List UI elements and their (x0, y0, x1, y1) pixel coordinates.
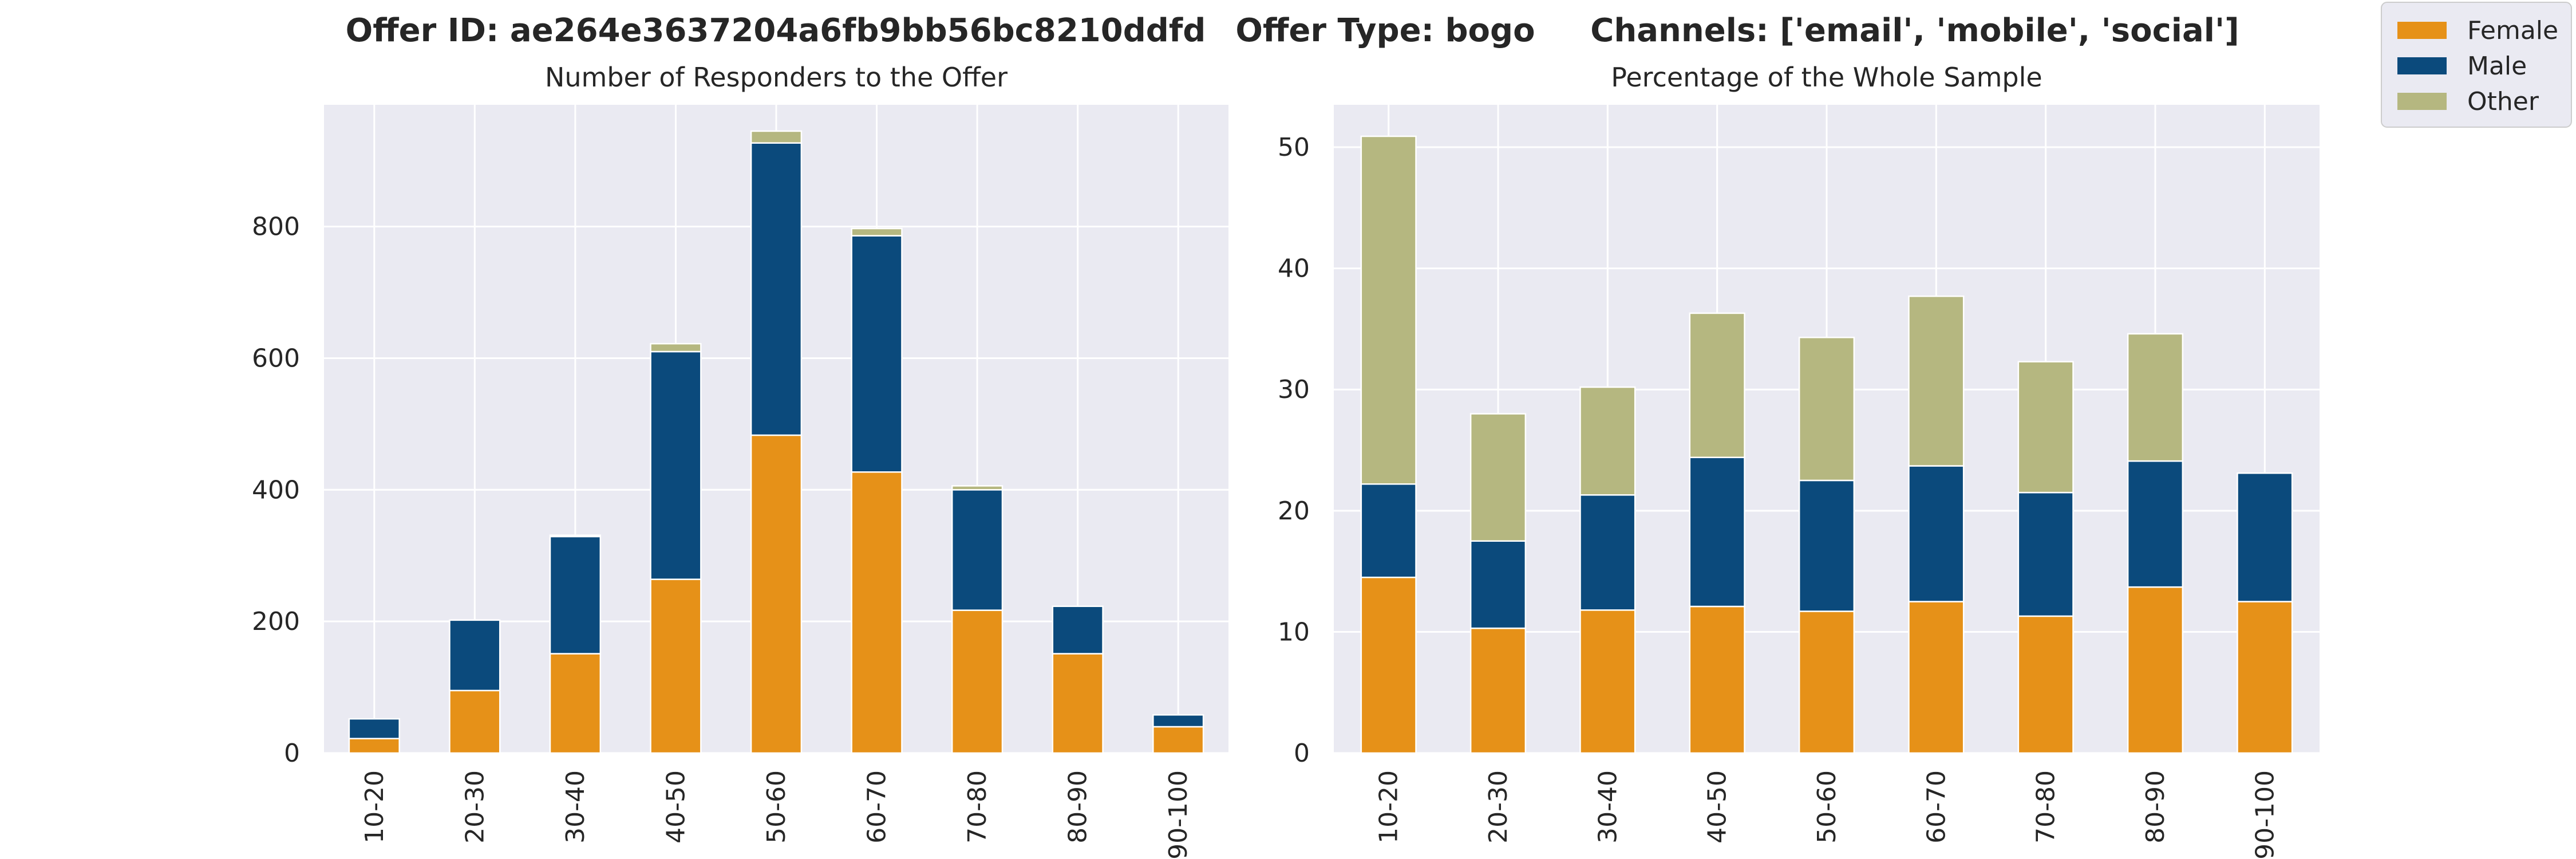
responders-bar-other-30-40 (549, 534, 602, 538)
responders-bar-male-80-90 (1052, 605, 1104, 655)
responders-xtick-label: 80-90 (1064, 770, 1093, 844)
legend-item-male: Male (2397, 52, 2527, 81)
responders-bar-female-40-50 (650, 578, 702, 754)
percentage-xtick-label: 20-30 (1484, 770, 1513, 844)
responders-xtick-label: 50-60 (762, 770, 791, 844)
percentage-xtick-label: 40-50 (1703, 770, 1732, 844)
percentage-bar-other-80-90 (2127, 333, 2184, 462)
offer-type-title: Offer Type: bogo (1235, 12, 1535, 49)
legend-item-female: Female (2397, 16, 2558, 45)
responders-xtick-label: 70-80 (963, 770, 992, 844)
responders-bar-female-20-30 (449, 689, 501, 754)
responders-bar-other-50-60 (750, 130, 803, 144)
percentage-bar-female-70-80 (2017, 615, 2074, 754)
legend-swatch-male (2397, 57, 2447, 74)
percentage-bar-female-60-70 (1908, 601, 1965, 754)
responders-bar-female-70-80 (951, 609, 1003, 754)
responders-bar-female-10-20 (348, 738, 400, 754)
responders-bar-female-50-60 (750, 434, 803, 754)
percentage-ytick-label: 0 (1294, 739, 1310, 768)
percentage-bar-female-20-30 (1469, 627, 1527, 754)
responders-bar-other-60-70 (851, 227, 903, 237)
responders-bar-male-50-60 (750, 142, 803, 436)
percentage-ytick-label: 40 (1278, 254, 1310, 283)
responders-xtick-label: 10-20 (360, 770, 389, 844)
percentage-bar-male-80-90 (2127, 460, 2184, 588)
percentage-bar-male-50-60 (1798, 479, 1855, 612)
responders-bar-other-40-50 (650, 342, 702, 353)
percentage-bar-female-90-100 (2237, 601, 2293, 754)
responders-bar-female-60-70 (851, 471, 903, 754)
responders-bar-male-70-80 (951, 489, 1003, 611)
responders-bar-male-10-20 (348, 718, 400, 739)
responders-bar-female-30-40 (549, 653, 602, 754)
responders-bar-other-70-80 (951, 485, 1003, 491)
responders-xtick-label: 20-30 (460, 770, 489, 844)
responders-bar-female-80-90 (1052, 653, 1104, 754)
percentage-bar-male-70-80 (2017, 491, 2074, 617)
percentage-xtick-label: 30-40 (1593, 770, 1622, 844)
percentage-bar-other-70-80 (2017, 361, 2074, 494)
percentage-bar-other-40-50 (1689, 312, 1745, 458)
responders-bar-male-60-70 (851, 235, 903, 473)
legend-label-other: Other (2467, 87, 2539, 116)
responders-chart-title: Number of Responders to the Offer (545, 62, 1008, 93)
legend: Female Male Other (2381, 2, 2572, 128)
responders-chart: Number of Responders to the Offer 0 200 400… (252, 62, 1228, 859)
responders-ytick-label: 0 (284, 739, 300, 768)
percentage-chart: Percentage of the Whole Sample 0 10 20 30 40 5… (1278, 62, 2320, 859)
responders-bar-male-20-30 (449, 619, 501, 692)
responders-bar-female-90-100 (1152, 726, 1204, 754)
responders-ytick-label: 400 (252, 475, 300, 505)
percentage-xtick-label: 60-70 (1922, 770, 1951, 844)
percentage-ytick-label: 50 (1278, 133, 1310, 162)
percentage-bar-female-30-40 (1579, 609, 1636, 754)
percentage-ytick-label: 20 (1278, 497, 1310, 526)
percentage-bar-other-30-40 (1579, 386, 1636, 496)
responders-bar-male-30-40 (549, 535, 602, 655)
responders-bar-male-90-100 (1152, 714, 1204, 728)
percentage-bar-male-40-50 (1689, 456, 1745, 608)
percentage-xtick-label: 90-100 (2250, 770, 2279, 859)
percentage-bar-other-20-30 (1469, 413, 1527, 542)
legend-swatch-female (2397, 22, 2447, 39)
responders-ytick-label: 600 (252, 344, 300, 373)
percentage-bar-male-90-100 (2237, 472, 2293, 602)
responders-ytick-label: 800 (252, 212, 300, 242)
percentage-bar-female-80-90 (2127, 586, 2184, 754)
percentage-bar-male-60-70 (1908, 465, 1965, 602)
legend-item-other: Other (2397, 87, 2539, 116)
percentage-bar-male-10-20 (1360, 483, 1417, 578)
legend-label-male: Male (2467, 52, 2527, 81)
responders-xtick-label: 90-100 (1164, 770, 1193, 859)
responders-xtick-label: 40-50 (661, 770, 690, 844)
channels-title: Channels: ['email', 'mobile', 'social'] (1590, 12, 2239, 49)
responders-xtick-label: 60-70 (863, 770, 892, 844)
percentage-bar-male-30-40 (1579, 494, 1636, 611)
percentage-xtick-label: 80-90 (2141, 770, 2170, 844)
offer-id-title: Offer ID: ae264e3637204a6fb9bb56bc8210dd… (346, 12, 1206, 49)
responders-ytick-label: 200 (252, 607, 300, 636)
percentage-xtick-label: 50-60 (1812, 770, 1842, 844)
percentage-bar-female-50-60 (1798, 610, 1855, 754)
legend-label-female: Female (2467, 16, 2558, 45)
percentage-chart-title: Percentage of the Whole Sample (1611, 62, 2042, 93)
responders-bar-male-40-50 (650, 350, 702, 580)
percentage-bar-other-50-60 (1798, 337, 1855, 482)
percentage-xtick-label: 70-80 (2032, 770, 2061, 844)
percentage-bar-other-60-70 (1908, 295, 1965, 467)
percentage-xtick-label: 10-20 (1374, 770, 1404, 844)
responders-xtick-label: 30-40 (561, 770, 590, 844)
percentage-bar-female-40-50 (1689, 605, 1745, 754)
percentage-bar-male-20-30 (1469, 540, 1527, 629)
percentage-ytick-label: 10 (1278, 617, 1310, 647)
percentage-ytick-label: 30 (1278, 375, 1310, 404)
percentage-bar-female-10-20 (1360, 576, 1417, 754)
percentage-bar-other-10-20 (1360, 135, 1417, 485)
legend-swatch-other (2397, 93, 2447, 110)
